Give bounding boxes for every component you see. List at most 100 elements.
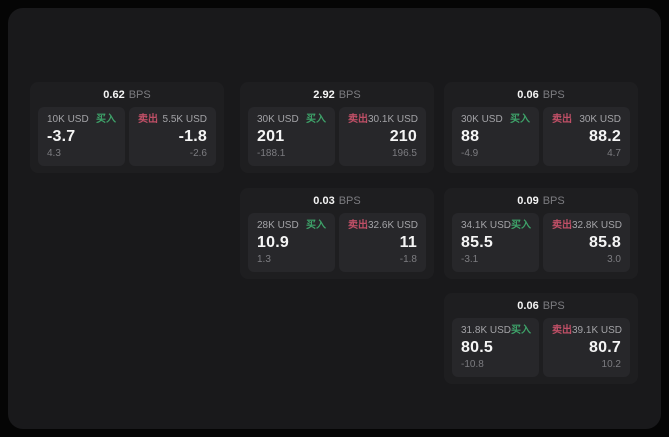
- buy-size: 34.1K USD: [461, 220, 512, 231]
- spread-unit: BPS: [542, 300, 565, 312]
- price-panels: 28K USD 买入 10.9 1.3 卖出 32.6K USD 11 -1.8: [248, 213, 426, 272]
- buy-tile-header: 30K USD 买入: [461, 114, 530, 126]
- sell-price: -1.8: [178, 128, 207, 145]
- spread-header: 0.09 BPS: [452, 194, 630, 208]
- buy-tile-header: 28K USD 买入: [257, 220, 326, 232]
- buy-tile-header: 10K USD 买入: [47, 114, 116, 126]
- spread-value: 0.09: [517, 195, 539, 207]
- sell-tile[interactable]: 卖出 39.1K USD 80.7 10.2: [543, 318, 630, 377]
- quote-card: 0.06 BPS 30K USD 买入 88 -4.9 卖出 30K USD 88…: [444, 82, 638, 173]
- quote-card: 0.09 BPS 34.1K USD 买入 85.5 -3.1 卖出 32.8K …: [444, 188, 638, 279]
- buy-tile[interactable]: 31.8K USD 买入 80.5 -10.8: [452, 318, 539, 377]
- buy-tile-header: 30K USD 买入: [257, 114, 326, 126]
- buy-delta: 1.3: [257, 254, 271, 265]
- buy-delta: -188.1: [257, 148, 286, 159]
- buy-delta: -3.1: [461, 254, 479, 265]
- buy-label: 买入: [511, 220, 532, 231]
- price-panels: 30K USD 买入 201 -188.1 卖出 30.1K USD 210 1…: [248, 107, 426, 166]
- buy-tile[interactable]: 10K USD 买入 -3.7 4.3: [38, 107, 125, 166]
- sell-tile-header: 卖出 5.5K USD: [138, 114, 207, 126]
- sell-label: 卖出: [552, 114, 572, 125]
- spread-unit: BPS: [128, 89, 151, 101]
- spread-header: 0.06 BPS: [452, 88, 630, 102]
- spread-header: 0.03 BPS: [248, 194, 426, 208]
- sell-tile-header: 卖出 30.1K USD: [348, 114, 419, 126]
- sell-size: 5.5K USD: [162, 114, 207, 125]
- buy-size: 30K USD: [257, 114, 299, 125]
- buy-tile[interactable]: 30K USD 买入 201 -188.1: [248, 107, 335, 166]
- sell-price: 85.8: [589, 234, 621, 251]
- sell-label: 卖出: [552, 325, 572, 336]
- sell-delta: -2.6: [189, 148, 207, 159]
- price-panels: 30K USD 买入 88 -4.9 卖出 30K USD 88.2 4.7: [452, 107, 630, 166]
- spread-unit: BPS: [338, 89, 361, 101]
- quote-card: 0.03 BPS 28K USD 买入 10.9 1.3 卖出 32.6K USD…: [240, 188, 434, 279]
- buy-tile[interactable]: 28K USD 买入 10.9 1.3: [248, 213, 335, 272]
- quote-grid: 0.62 BPS 10K USD 买入 -3.7 4.3 卖出 5.5K USD …: [8, 8, 661, 429]
- quote-card: 0.06 BPS 31.8K USD 买入 80.5 -10.8 卖出 39.1K…: [444, 293, 638, 384]
- price-panels: 31.8K USD 买入 80.5 -10.8 卖出 39.1K USD 80.…: [452, 318, 630, 377]
- spread-header: 2.92 BPS: [248, 88, 426, 102]
- sell-delta: 196.5: [391, 148, 417, 159]
- sell-size: 32.6K USD: [368, 220, 419, 231]
- sell-price: 80.7: [589, 339, 621, 356]
- spread-unit: BPS: [542, 89, 565, 101]
- sell-price: 11: [399, 234, 417, 251]
- sell-label: 卖出: [348, 114, 368, 125]
- spread-value: 0.06: [517, 300, 539, 312]
- spread-value: 2.92: [313, 89, 335, 101]
- sell-tile[interactable]: 卖出 32.8K USD 85.8 3.0: [543, 213, 630, 272]
- sell-tile-header: 卖出 32.8K USD: [552, 220, 623, 232]
- sell-tile-header: 卖出 39.1K USD: [552, 325, 623, 337]
- sell-delta: -1.8: [399, 254, 417, 265]
- sell-tile-header: 卖出 32.6K USD: [348, 220, 419, 232]
- price-panels: 34.1K USD 买入 85.5 -3.1 卖出 32.8K USD 85.8…: [452, 213, 630, 272]
- sell-tile[interactable]: 卖出 30K USD 88.2 4.7: [543, 107, 630, 166]
- sell-label: 卖出: [138, 114, 158, 125]
- sell-delta: 10.2: [601, 359, 621, 370]
- quote-card: 2.92 BPS 30K USD 买入 201 -188.1 卖出 30.1K U…: [240, 82, 434, 173]
- spread-value: 0.03: [313, 195, 335, 207]
- quote-card: 0.62 BPS 10K USD 买入 -3.7 4.3 卖出 5.5K USD …: [30, 82, 224, 173]
- spread-value: 0.62: [103, 89, 125, 101]
- buy-price: 85.5: [461, 234, 493, 251]
- buy-size: 31.8K USD: [461, 325, 512, 336]
- buy-tile-header: 31.8K USD 买入: [461, 325, 532, 337]
- buy-delta: -4.9: [461, 148, 479, 159]
- buy-tile[interactable]: 34.1K USD 买入 85.5 -3.1: [452, 213, 539, 272]
- spread-unit: BPS: [542, 195, 565, 207]
- buy-label: 买入: [96, 114, 116, 125]
- buy-price: 201: [257, 128, 285, 145]
- spread-header: 0.06 BPS: [452, 299, 630, 313]
- sell-tile[interactable]: 卖出 5.5K USD -1.8 -2.6: [129, 107, 216, 166]
- buy-tile[interactable]: 30K USD 买入 88 -4.9: [452, 107, 539, 166]
- buy-delta: 4.3: [47, 148, 61, 159]
- buy-size: 28K USD: [257, 220, 299, 231]
- sell-delta: 4.7: [607, 148, 621, 159]
- sell-tile-header: 卖出 30K USD: [552, 114, 621, 126]
- sell-delta: 3.0: [607, 254, 621, 265]
- sell-size: 32.8K USD: [572, 220, 623, 231]
- buy-price: 88: [461, 128, 480, 145]
- buy-delta: -10.8: [461, 359, 484, 370]
- buy-price: 80.5: [461, 339, 493, 356]
- buy-price: 10.9: [257, 234, 289, 251]
- sell-tile[interactable]: 卖出 30.1K USD 210 196.5: [339, 107, 426, 166]
- sell-label: 卖出: [552, 220, 572, 231]
- buy-label: 买入: [306, 114, 326, 125]
- sell-size: 30.1K USD: [368, 114, 419, 125]
- buy-size: 30K USD: [461, 114, 503, 125]
- sell-tile[interactable]: 卖出 32.6K USD 11 -1.8: [339, 213, 426, 272]
- sell-price: 88.2: [589, 128, 621, 145]
- buy-tile-header: 34.1K USD 买入: [461, 220, 532, 232]
- sell-price: 210: [389, 128, 417, 145]
- sell-size: 39.1K USD: [572, 325, 623, 336]
- price-panels: 10K USD 买入 -3.7 4.3 卖出 5.5K USD -1.8 -2.…: [38, 107, 216, 166]
- spread-header: 0.62 BPS: [38, 88, 216, 102]
- buy-label: 买入: [511, 325, 532, 336]
- app-window: 0.62 BPS 10K USD 买入 -3.7 4.3 卖出 5.5K USD …: [8, 8, 661, 429]
- sell-size: 30K USD: [579, 114, 621, 125]
- buy-label: 买入: [306, 220, 326, 231]
- spread-value: 0.06: [517, 89, 539, 101]
- buy-size: 10K USD: [47, 114, 89, 125]
